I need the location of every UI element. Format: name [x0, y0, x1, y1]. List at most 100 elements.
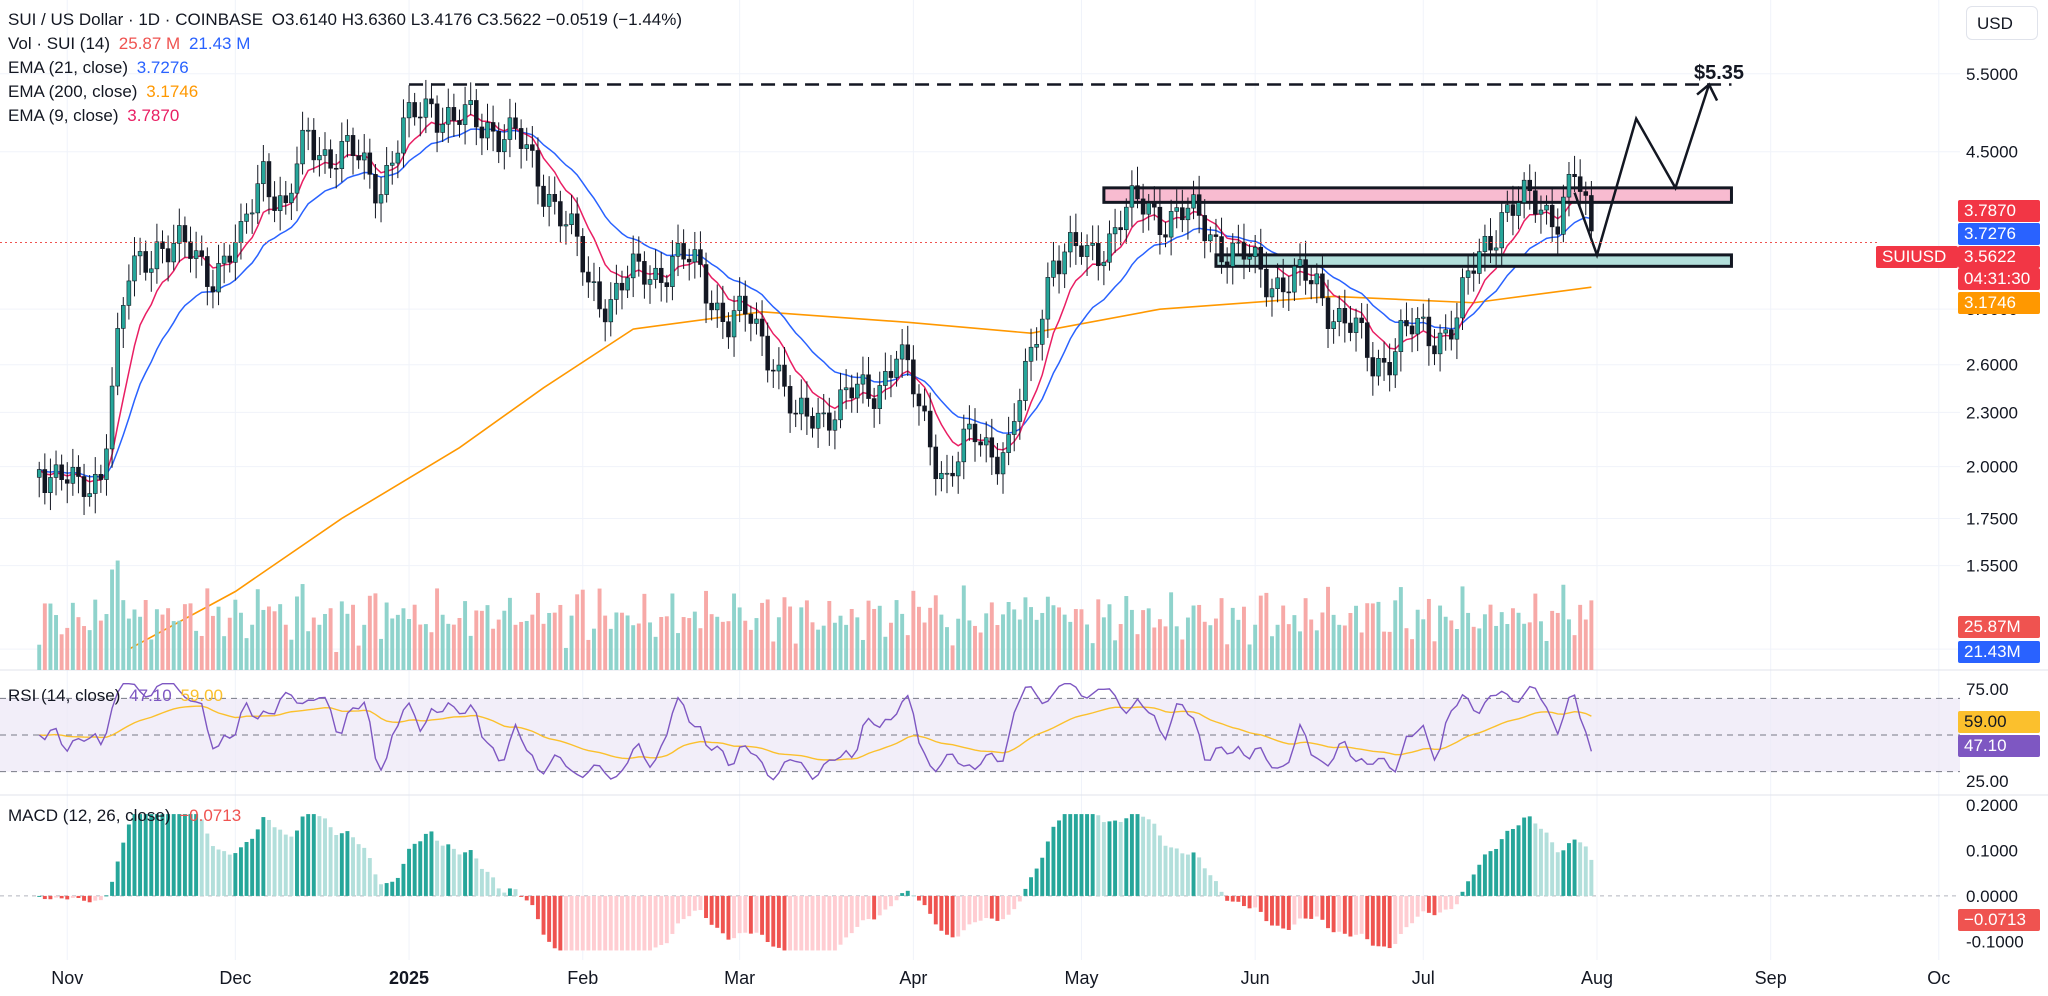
candle: [1331, 309, 1336, 344]
candle: [765, 322, 770, 383]
candle: [434, 95, 440, 153]
macd-label[interactable]: MACD (12, 26, close): [8, 806, 171, 825]
macd-bar: [98, 895, 103, 901]
x-tick-label: Sep: [1755, 968, 1787, 988]
macd-bar: [59, 895, 64, 899]
macd-bar: [1533, 823, 1538, 896]
candle: [1449, 310, 1454, 351]
volume-bar: [1281, 605, 1286, 670]
candle: [1045, 262, 1051, 338]
volume-bar: [306, 631, 311, 670]
candle: [955, 451, 961, 494]
macd-bar: [1017, 895, 1022, 902]
candle-body: [261, 161, 266, 185]
candle: [776, 347, 782, 390]
macd-bar: [664, 895, 669, 944]
candle: [1348, 305, 1353, 342]
ema21-label[interactable]: EMA (21, close): [8, 58, 128, 77]
candle-body: [1168, 211, 1174, 238]
candle-body: [883, 371, 888, 386]
volume-bar: [1253, 624, 1258, 670]
macd-bar: [855, 895, 860, 927]
candle-body: [1090, 243, 1095, 246]
candle: [1096, 225, 1101, 281]
macd-bar: [631, 895, 636, 951]
ema200-value: 3.1746: [146, 82, 199, 101]
rsi-label[interactable]: RSI (14, close): [8, 686, 121, 705]
candle: [1247, 244, 1252, 273]
macd-bar: [1421, 895, 1426, 912]
volume-bar: [1068, 621, 1073, 670]
volume-bar: [1382, 631, 1387, 670]
volume-bar: [222, 636, 227, 670]
macd-bar: [877, 895, 882, 916]
macd-bar: [1258, 895, 1263, 912]
macd-bar: [401, 863, 406, 896]
volume-bar: [816, 629, 821, 670]
volume-bar: [334, 651, 339, 670]
candle: [821, 393, 826, 428]
candle-body: [726, 321, 731, 338]
currency-button[interactable]: USD: [1966, 6, 2038, 40]
macd-bar: [104, 895, 109, 897]
volume-bar: [687, 618, 692, 670]
rsi-tick-label: 25.00: [1966, 772, 2009, 791]
candle-body: [995, 456, 1000, 475]
volume-bar: [1454, 629, 1459, 670]
volume-bar: [1320, 612, 1325, 670]
candle: [1191, 180, 1196, 220]
symbol-title[interactable]: SUI / US Dollar · 1D · COINBASE: [8, 10, 264, 29]
volume-bar: [821, 625, 826, 670]
candle-body: [1028, 346, 1034, 362]
volume-bar: [922, 622, 927, 670]
candle-body: [608, 299, 614, 323]
ema9-label[interactable]: EMA (9, close): [8, 106, 119, 125]
volume-bar: [1561, 584, 1566, 670]
candle: [513, 102, 518, 140]
volume-bar: [451, 624, 456, 670]
volume-bar: [872, 608, 877, 670]
candle: [1152, 186, 1157, 221]
candle: [838, 372, 843, 429]
candle-body: [1062, 251, 1067, 275]
candle: [911, 345, 916, 408]
macd-bar: [905, 890, 910, 896]
candle: [277, 176, 283, 231]
last-price-label: 3.5622: [1958, 246, 2040, 268]
y-tick-label: 4.5000: [1966, 143, 2018, 162]
macd-bar: [1163, 845, 1168, 896]
candle: [87, 475, 92, 507]
macd-bar: [429, 831, 434, 896]
candle-body: [76, 466, 81, 477]
macd-bar: [776, 895, 781, 948]
candle-body: [1527, 179, 1533, 192]
volume-bar: [1426, 598, 1431, 670]
volume-bar: [1169, 592, 1174, 670]
volume-bar: [435, 588, 440, 670]
ema200-label[interactable]: EMA (200, close): [8, 82, 138, 101]
candle-body: [1577, 176, 1583, 192]
macd-bar: [1314, 895, 1319, 917]
candle-body: [272, 196, 277, 211]
candle: [1124, 198, 1129, 244]
candle-body: [602, 308, 608, 323]
macd-bar: [37, 895, 42, 897]
volume-bar: [866, 600, 871, 670]
candle-body: [563, 224, 569, 227]
macd-bar: [507, 888, 512, 896]
candle: [625, 265, 630, 299]
vol-label[interactable]: Vol · SUI (14): [8, 34, 111, 53]
macd-bar: [367, 858, 372, 896]
macd-bar: [1191, 852, 1196, 896]
macd-bar: [1051, 826, 1056, 896]
candle-body: [709, 302, 714, 311]
volume-bar: [984, 613, 989, 670]
candle: [496, 122, 501, 164]
candle-body: [804, 397, 810, 417]
candle: [1303, 240, 1308, 295]
macd-bar: [1079, 814, 1084, 896]
volume-bar: [776, 617, 781, 670]
macd-bar: [194, 814, 199, 896]
volume-bar: [1057, 607, 1062, 670]
